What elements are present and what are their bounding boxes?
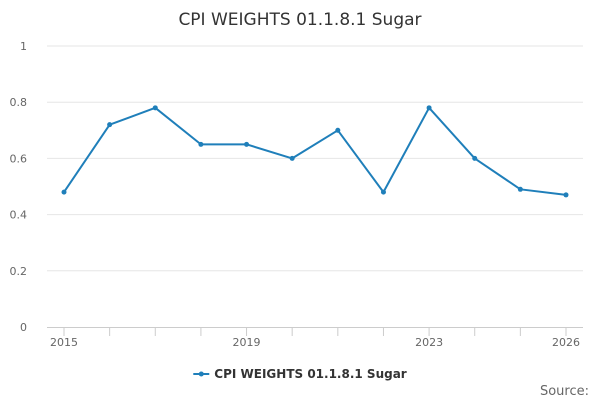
y-axis-ticks: 0 0.2 0.4 0.6 0.8 1 <box>10 40 28 334</box>
series-line[interactable] <box>63 106 567 196</box>
data-point-2019[interactable] <box>244 141 250 147</box>
x-tick-label: 2019 <box>233 336 261 349</box>
source-credit[interactable]: Source: <box>540 384 589 399</box>
x-axis-ticks: 2015 2019 2023 2026 <box>50 327 580 349</box>
data-point-2022[interactable] <box>380 189 386 195</box>
legend-label[interactable]: CPI WEIGHTS 01.1.8.1 Sugar <box>214 367 407 381</box>
y-tick-label: 0.2 <box>10 265 28 278</box>
y-tick-label: 1 <box>20 40 27 53</box>
y-tick-label: 0.6 <box>10 152 28 165</box>
x-tick-label: 2026 <box>552 336 580 349</box>
legend[interactable]: CPI WEIGHTS 01.1.8.1 Sugar <box>193 367 407 381</box>
data-point-2023[interactable] <box>426 105 432 111</box>
legend-swatch-marker <box>198 371 204 377</box>
data-point-2025[interactable] <box>517 186 523 192</box>
data-point-2020[interactable] <box>289 155 295 161</box>
data-point-2016[interactable] <box>107 122 113 128</box>
chart-title: CPI WEIGHTS 01.1.8.1 Sugar <box>178 10 421 30</box>
grid-lines <box>47 45 583 272</box>
y-tick-label: 0.4 <box>10 209 28 222</box>
data-point-2017[interactable] <box>152 105 158 111</box>
data-point-2024[interactable] <box>472 155 478 161</box>
y-tick-label: 0.8 <box>10 96 28 109</box>
x-tick-label: 2015 <box>50 336 78 349</box>
data-point-2026[interactable] <box>563 192 569 198</box>
series[interactable] <box>61 105 569 198</box>
x-tick-label: 2023 <box>415 336 443 349</box>
y-tick-label: 0 <box>20 321 27 334</box>
data-point-2015[interactable] <box>61 189 67 195</box>
data-point-2021[interactable] <box>335 127 341 133</box>
data-point-2018[interactable] <box>198 141 204 147</box>
